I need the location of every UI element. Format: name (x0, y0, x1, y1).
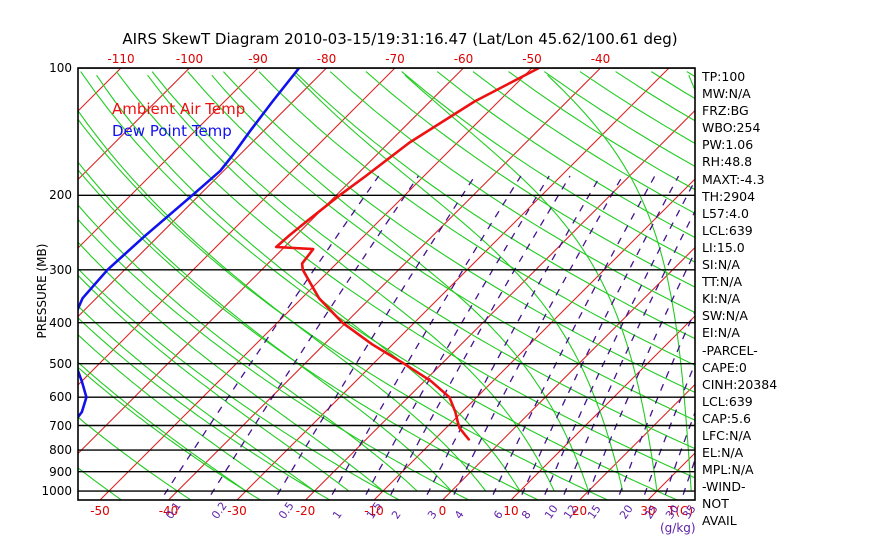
pressure-tick-label: 1000 (41, 484, 72, 499)
stat-line: CAPE:0 (702, 359, 747, 375)
stat-line: CINH:20384 (702, 376, 778, 392)
bottom-temp-tick-label: -20 (295, 504, 316, 518)
stat-line: LCL:639 (702, 393, 753, 409)
stat-line: PW:1.06 (702, 137, 754, 153)
bottom-temp-tick-label: -30 (227, 504, 247, 518)
stat-line: MW:N/A (702, 86, 751, 102)
stat-line: LI:15.0 (702, 239, 745, 255)
stat-line: FRZ:BG (702, 103, 749, 119)
bottom-temp-tick-label: -50 (90, 504, 110, 518)
stat-line: LCL:639 (702, 222, 753, 238)
top-temp-tick-label: -90 (248, 52, 268, 66)
pressure-tick-label: 200 (49, 188, 72, 203)
pressure-tick-label: 100 (49, 61, 72, 75)
stat-line: EI:N/A (702, 325, 740, 341)
legend-dew-point-temp: Dew Point Temp (112, 122, 232, 140)
top-temp-tick-label: -40 (590, 52, 611, 66)
pressure-tick-label: 700 (49, 418, 72, 433)
pressure-tick-label: 300 (49, 262, 72, 277)
page-title: AIRS SkewT Diagram 2010-03-15/19:31:16.4… (122, 30, 678, 48)
stat-line: WBO:254 (702, 120, 761, 136)
sounding-statistics-panel: TP:100 MW:N/A FRZ:BG WBO:254 PW:1.06 RH:48.8 M… (702, 68, 862, 530)
legend-ambient-air-temp: Ambient Air Temp (112, 100, 246, 118)
top-temp-tick-label: -50 (522, 52, 542, 66)
pressure-tick-label: 400 (49, 315, 72, 330)
pressure-tick-label: 800 (49, 443, 72, 458)
top-temp-tick-label: -70 (385, 52, 405, 66)
temp-axis-title: T(C) (668, 504, 694, 518)
mixing-ratio-axis-title: (g/kg) (660, 521, 696, 535)
top-temp-tick-label: -110 (107, 52, 135, 66)
stat-line: -WIND- (702, 479, 746, 495)
stat-line: NOT (702, 496, 729, 512)
bottom-temp-tick-label: 20 (571, 504, 588, 518)
stat-line: AVAIL (702, 513, 737, 529)
y-axis-title: PRESSURE (MB) (35, 243, 49, 339)
stat-line: LFC:N/A (702, 427, 752, 443)
stat-line: RH:48.8 (702, 154, 753, 170)
stat-line: L57:4.0 (702, 205, 749, 221)
stat-line: TH:2904 (702, 188, 756, 204)
pressure-tick-label: 600 (49, 390, 72, 405)
top-temp-tick-label: -100 (175, 52, 204, 66)
bottom-temp-tick-label: 0 (438, 504, 447, 518)
top-temp-tick-label: -80 (316, 52, 337, 66)
bottom-temp-tick-label: -10 (364, 504, 384, 518)
stat-line: MAXT:-4.3 (702, 171, 765, 187)
stat-line: -PARCEL- (702, 342, 758, 358)
stat-line: KI:N/A (702, 291, 741, 307)
pressure-tick-label: 500 (49, 356, 72, 371)
bottom-temp-tick-label: 30 (640, 504, 656, 518)
stat-line: SI:N/A (702, 257, 740, 273)
pressure-tick-label: 900 (49, 464, 72, 479)
bottom-temp-tick-label: 10 (503, 504, 519, 518)
stat-line: CAP:5.6 (702, 410, 751, 426)
bottom-temp-tick-label: -40 (158, 504, 179, 518)
stat-line: EL:N/A (702, 445, 744, 461)
top-temp-tick-label: -60 (453, 52, 474, 66)
stat-line: TT:N/A (702, 274, 743, 290)
stat-line: SW:N/A (702, 308, 748, 324)
stat-line: MPL:N/A (702, 462, 754, 478)
stat-line: TP:100 (702, 69, 746, 84)
